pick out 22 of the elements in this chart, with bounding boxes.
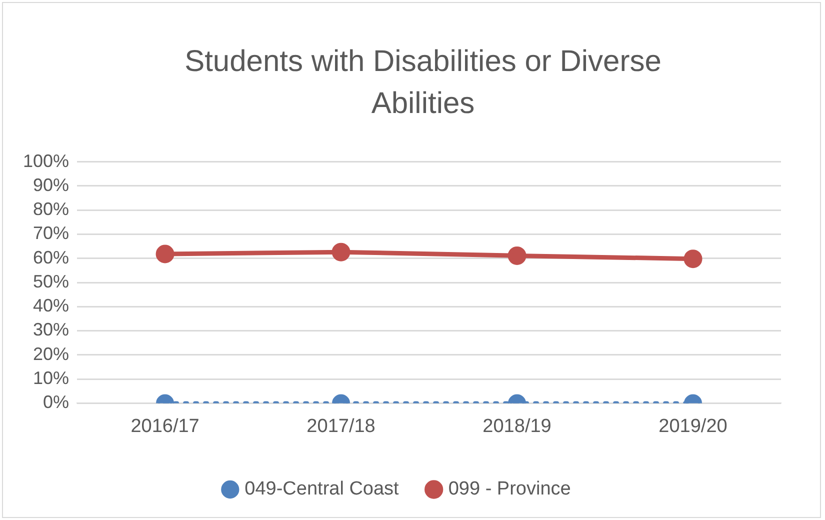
y-tick-label: 40% [33,296,70,316]
x-tick-label: 2017/18 [306,416,376,437]
legend-label: 099 - Province [448,478,571,500]
point [156,244,174,264]
y-tick-label: 20% [33,344,70,364]
point [332,242,350,262]
legend-label: 049-Central Coast [244,478,400,500]
chart-title: Students with Disabilities or Diverse Abilities [184,44,662,122]
y-tick-label: 0% [43,392,70,412]
y-tick-label: 100% [22,150,70,171]
point [684,250,702,268]
y-tick-label: 10% [33,368,70,388]
x-tick-label: 2019/20 [658,416,728,437]
y-tick-label: 80% [33,199,70,220]
x-tick-label: 2016/17 [130,416,200,437]
y-tick-label: 50% [33,271,70,292]
x-tick-label: 2018/19 [482,416,552,437]
y-tick-label: 70% [33,223,70,244]
y-tick-label: 30% [33,320,70,340]
y-tick-label: 90% [33,174,70,195]
y-tick-label: 60% [33,247,70,268]
point [508,246,526,265]
